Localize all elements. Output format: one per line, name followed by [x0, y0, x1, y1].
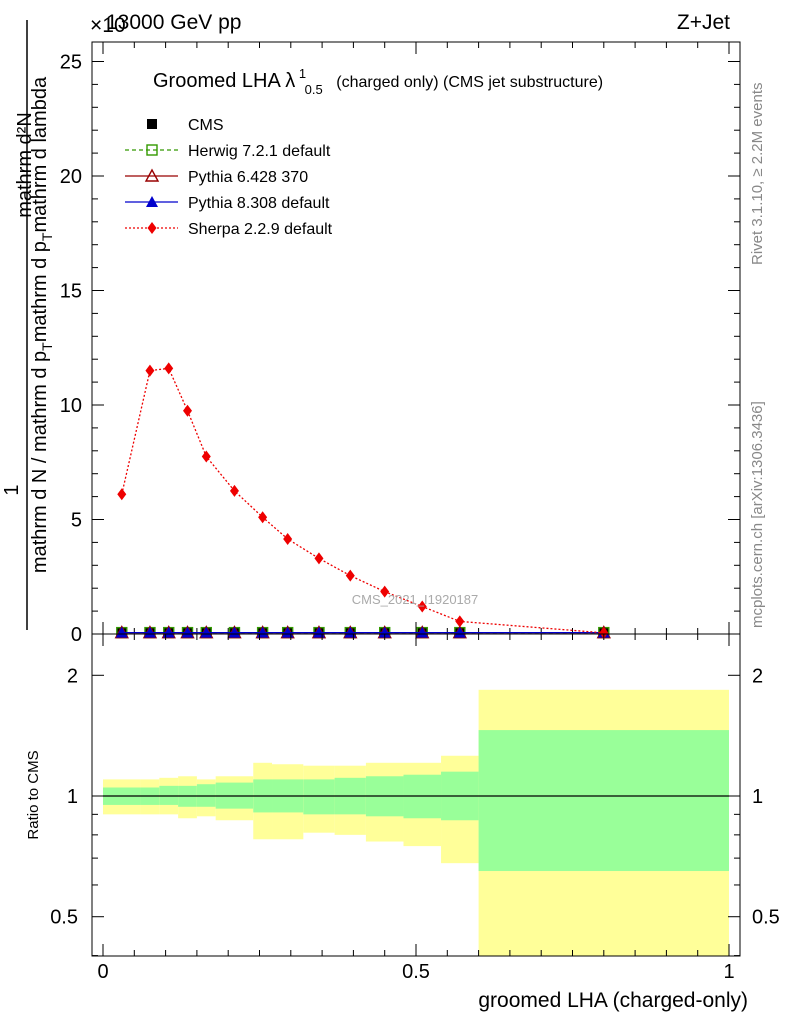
x-axis-label: groomed LHA (charged-only) [478, 989, 748, 1012]
x-axis-ticks: 0 0.5 1 [97, 634, 735, 983]
legend-label-cms: CMS [188, 117, 224, 134]
process-label: Z+Jet [677, 11, 730, 34]
legend-marker-pythia-8-308-default [146, 196, 158, 207]
energy-label: 13000 GeV pp [106, 11, 241, 34]
mcplots-label: mcplots.cern.ch [arXiv:1306.3436] [749, 401, 766, 628]
pythia-8-308-default-point [416, 626, 429, 638]
exponent-label: ×10 [90, 14, 126, 37]
sherpa-2-2-9-default-point [345, 569, 355, 582]
ratio-ytick-label-right: 1 [752, 786, 763, 808]
main-ytick-label: 0 [71, 624, 82, 646]
main-ytick-label: 15 [60, 281, 82, 303]
main-ytick-label: 25 [60, 52, 82, 74]
ratio-panel: 0.5 0.51 12 2 0 0.5 1 [50, 633, 780, 983]
sherpa-2-2-9-default-point [164, 362, 174, 375]
sherpa-2-2-9-default-point [283, 532, 293, 545]
ratio-inner-band [478, 730, 729, 872]
x-tick-label: 0 [97, 961, 108, 983]
main-yticks: 0 5 10 15 20 25 [60, 42, 740, 646]
pythia-8-308-default-point [228, 626, 241, 638]
sherpa-2-2-9-default-point [599, 626, 609, 639]
x-tick-label: 1 [723, 961, 734, 983]
pythia-8-308-default-point [143, 626, 156, 638]
ratio-bands [103, 689, 729, 956]
pythia-8-308-default-point [181, 626, 194, 638]
sherpa-2-2-9-default-point [455, 615, 465, 628]
pythia-8-308-default-point [453, 626, 466, 638]
sherpa-2-2-9-default-point [117, 488, 127, 501]
sherpa-2-2-9-default-point [145, 364, 155, 377]
ratio-yticks: 0.5 0.5 1 1 2 2 [50, 665, 780, 957]
pythia-8-308-default-point [200, 626, 213, 638]
legend-marker-herwig-7-2-1-default [146, 144, 158, 156]
legend-label-pythia-8-308-default: Pythia 8.308 default [188, 195, 330, 212]
main-ytick-label: 5 [71, 510, 82, 532]
ylabel-one: 1 [1, 484, 23, 495]
sherpa-2-2-9-default-point [201, 450, 211, 463]
main-ylabel: mathrm d²N 1 mathrm d N / mathrm d pTmat… [1, 20, 55, 630]
legend-label-herwig-7-2-1-default: Herwig 7.2.1 default [188, 143, 331, 160]
pythia-8-308-default-point [378, 626, 391, 638]
sherpa-2-2-9-default-point [417, 600, 427, 613]
legend-label-pythia-6-428-370: Pythia 6.428 370 [188, 169, 308, 186]
sherpa-2-2-9-default-point [258, 511, 268, 524]
legend-marker-pythia-6-428-370 [144, 168, 160, 182]
legend: CMS Herwig 7.2.1 default Pythia 6.428 370 P… [125, 117, 333, 238]
sherpa-2-2-9-default-point [229, 484, 239, 497]
ratio-ytick-label-left: 2 [67, 665, 78, 687]
main-title: Groomed LHA λ 1 0.5 (charged only) (CMS … [153, 61, 603, 99]
rivet-label: Rivet 3.1.10, ≥ 2.2M events [749, 83, 766, 266]
ratio-ylabel: Ratio to CMS [25, 750, 42, 839]
legend-marker-cms [147, 119, 157, 129]
ratio-inner-band [303, 779, 335, 815]
sherpa-2-2-9-default-point [380, 585, 390, 598]
x-tick-label: 0.5 [402, 961, 430, 983]
ratio-ytick-label-left: 1 [67, 786, 78, 808]
legend-label-sherpa-2-2-9-default: Sherpa 2.2.9 default [188, 221, 333, 238]
sherpa-2-2-9-default-line [121, 367, 604, 634]
sherpa-2-2-9-default-point [183, 404, 193, 417]
main-panel: 0 5 10 15 20 25 [60, 41, 741, 646]
pythia-8-308-default-point [115, 626, 128, 638]
main-ytick-label: 20 [60, 166, 82, 188]
main-ytick-label: 10 [60, 395, 82, 417]
ratio-inner-band [159, 785, 179, 805]
analysis-watermark: CMS_2021_I1920187 [352, 592, 479, 607]
ylabel-numerator: mathrm d²N [14, 112, 36, 218]
sherpa-2-2-9-default-point [314, 552, 324, 565]
legend-marker-sherpa-2-2-9-default [147, 222, 157, 234]
ratio-ytick-label-left: 0.5 [50, 907, 78, 929]
ylabel-denominator: mathrm d N / mathrm d pTmathrm d pTmathr… [29, 76, 55, 573]
ratio-ytick-label-right: 0.5 [752, 907, 780, 929]
ratio-ytick-label-right: 2 [752, 665, 763, 687]
